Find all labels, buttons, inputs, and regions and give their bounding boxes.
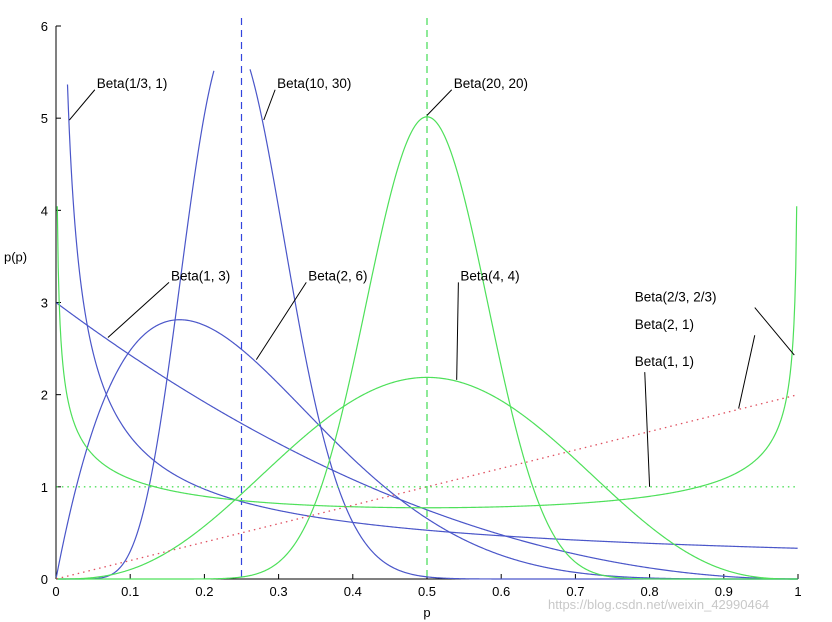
annotation-label: Beta(2/3, 2/3) (635, 290, 717, 305)
annotation-leader (68, 89, 96, 121)
y-tick-label: 5 (41, 111, 48, 126)
plot-axes: 0 0.1 0.2 0.3 0.4 0.5 0.6 0.7 0.8 0.9 1 0 1 2 3 4 5 6 p p(p… (4, 19, 802, 620)
annotation-label: Beta(2, 1) (635, 317, 694, 332)
series-line (66, 84, 798, 549)
annotations: Beta(1/3, 1) Beta(10, 30) Beta(20, 20) Beta… (68, 76, 795, 487)
x-tick-label: 0.5 (418, 584, 436, 599)
annotation-leader (456, 282, 459, 380)
annotation-label: Beta(1, 3) (171, 268, 230, 283)
x-tick-label: 1 (794, 584, 801, 599)
x-tick-label: 0.3 (270, 584, 288, 599)
y-tick-label: 6 (41, 19, 48, 34)
annotation-label: Beta(4, 4) (460, 268, 519, 283)
x-tick-label: 0.2 (195, 584, 213, 599)
series-curves (55, 18, 798, 580)
y-tick-label: 3 (41, 296, 48, 311)
x-tick-label: 0 (52, 584, 59, 599)
annotation-leader (263, 89, 276, 121)
y-tick-label: 2 (41, 388, 48, 403)
series-line (56, 394, 798, 580)
x-tick-label: 0.7 (566, 584, 584, 599)
annotation-label: Beta(1, 1) (635, 354, 694, 369)
x-tick-label: 0.6 (492, 584, 510, 599)
x-axis-label: p (423, 605, 430, 620)
x-tick-label: 0.4 (344, 584, 362, 599)
x-tick-label: 0.9 (715, 584, 733, 599)
annotation-label: Beta(1/3, 1) (97, 76, 168, 91)
y-tick-label: 0 (41, 572, 48, 587)
y-tick-label: 1 (41, 480, 48, 495)
x-tick-label: 0.8 (641, 584, 659, 599)
annotation-leader (426, 89, 453, 116)
annotation-leader (644, 372, 651, 487)
y-axis-label: p(p) (4, 249, 27, 264)
annotation-leader (255, 282, 307, 360)
annotation-leader (738, 335, 756, 409)
annotation-label: Beta(20, 20) (454, 76, 528, 91)
x-tick-label: 0.1 (121, 584, 139, 599)
series-line (56, 376, 798, 580)
series-line (56, 206, 798, 509)
series-line (56, 116, 798, 580)
annotation-leader (107, 282, 170, 338)
annotation-label: Beta(2, 6) (308, 268, 367, 283)
annotation-leader (754, 307, 795, 356)
y-tick-label: 4 (41, 203, 48, 218)
series-line (56, 302, 798, 580)
watermark-text: https://blog.csdn.net/weixin_42990464 (548, 597, 770, 612)
annotation-label: Beta(10, 30) (277, 76, 351, 91)
